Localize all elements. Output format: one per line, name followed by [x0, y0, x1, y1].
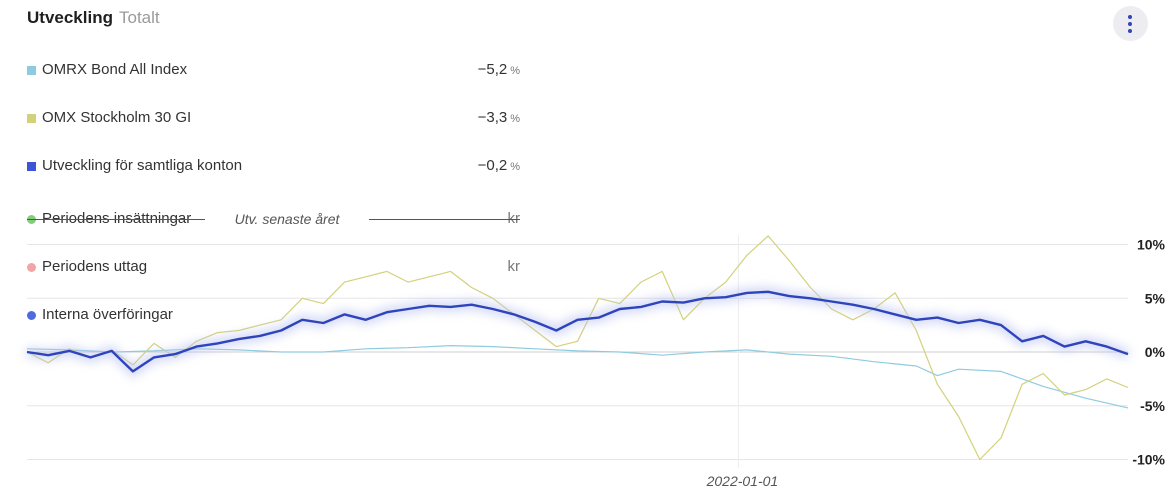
- legend-value: −5,2%: [477, 61, 520, 78]
- y-tick-label: 10%: [1137, 237, 1166, 253]
- x-tick-label: 2022-01-01: [706, 473, 779, 489]
- series-line-2: [26, 290, 1129, 373]
- chart-title: Utveckling: [27, 8, 113, 27]
- chart-series: [26, 235, 1130, 461]
- legend-item-uttag[interactable]: Periodens uttag kr: [27, 257, 520, 281]
- legend-item-omx-stockholm[interactable]: OMX Stockholm 30 GI −3,3%: [27, 108, 520, 132]
- legend: OMRX Bond All Index −5,2% OMX Stockholm …: [27, 60, 520, 323]
- legend-value: kr: [507, 258, 521, 275]
- series-glow: [26, 287, 1130, 378]
- legend-value: kr: [507, 210, 521, 227]
- legend-label: Periodens uttag: [42, 258, 148, 275]
- legend-item-utveckling[interactable]: Utveckling för samtliga konton −0,2%: [27, 156, 520, 180]
- legend-marker-interna: [27, 311, 36, 320]
- chart-grid: [27, 235, 1128, 468]
- y-tick-label: -5%: [1140, 398, 1165, 414]
- legend-value: −3,3%: [477, 109, 520, 126]
- y-tick-label: 5%: [1145, 290, 1166, 306]
- chart-labels: 10% 5% 0% -5% -10% 2022-01-01: [706, 237, 1166, 490]
- legend-label: Periodens insättningar: [42, 210, 192, 227]
- period-divider: Utv. senaste året: [27, 209, 520, 231]
- legend-marker-omx-stockholm: [27, 114, 36, 123]
- legend-marker-uttag: [27, 263, 36, 272]
- series-line-0: [26, 345, 1129, 409]
- more-options-button[interactable]: [1113, 6, 1148, 41]
- legend-marker-utveckling: [27, 162, 36, 171]
- y-tick-label: 0%: [1145, 344, 1166, 360]
- legend-label: Interna överföringar: [42, 306, 173, 323]
- chart-header: Utveckling Totalt: [27, 8, 160, 28]
- legend-value: −0,2%: [477, 157, 520, 174]
- period-label: Utv. senaste året: [234, 211, 340, 227]
- legend-label: Utveckling för samtliga konton: [42, 157, 243, 174]
- divider-line-left: [27, 219, 205, 220]
- divider-line-right: [369, 219, 520, 220]
- series-line-1: [26, 235, 1129, 461]
- legend-label: OMX Stockholm 30 GI: [42, 109, 192, 126]
- legend-item-interna[interactable]: Interna överföringar: [27, 305, 520, 329]
- y-tick-label: -10%: [1132, 452, 1165, 468]
- legend-label: OMRX Bond All Index: [42, 61, 188, 78]
- legend-marker-omrx-bond: [27, 66, 36, 75]
- legend-item-omrx-bond[interactable]: OMRX Bond All Index −5,2%: [27, 60, 520, 84]
- chart-subtitle: Totalt: [118, 8, 160, 27]
